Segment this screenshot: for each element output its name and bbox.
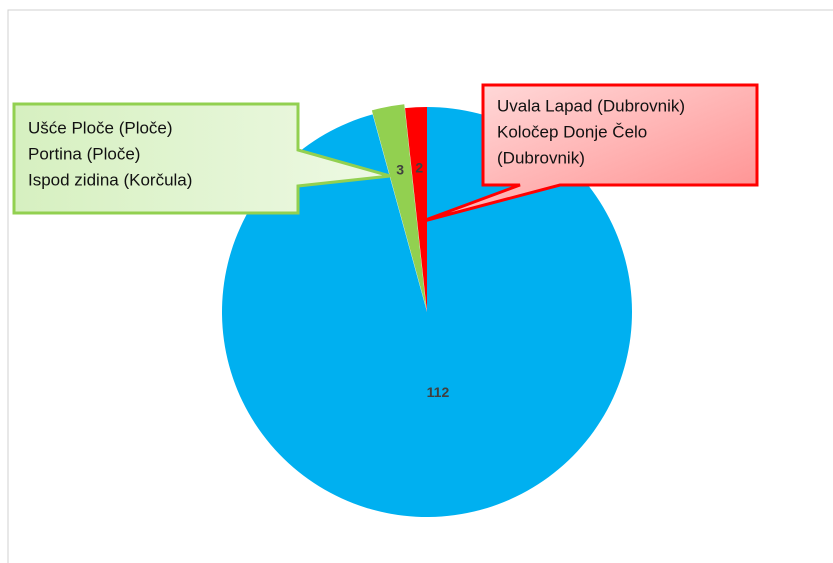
- pie-slice: [371, 104, 427, 309]
- callout-text: (Dubrovnik): [497, 148, 585, 167]
- pie-slice: [405, 107, 427, 312]
- callout-text: Uvala Lapad (Dubrovnik): [497, 96, 685, 115]
- frame: [7, 9, 833, 563]
- data-label: 2: [415, 159, 423, 175]
- callout-text: Ušće Ploče (Ploče): [28, 118, 173, 137]
- data-label: 112: [427, 384, 450, 400]
- callout-text: Ispod zidina (Korčula): [28, 170, 192, 189]
- callout: [419, 83, 759, 224]
- callout-text: Koločep Donje Čelo: [497, 122, 647, 141]
- callout: [12, 102, 391, 215]
- callout-text: Portina (Ploče): [28, 144, 140, 163]
- data-label: 3: [396, 162, 404, 178]
